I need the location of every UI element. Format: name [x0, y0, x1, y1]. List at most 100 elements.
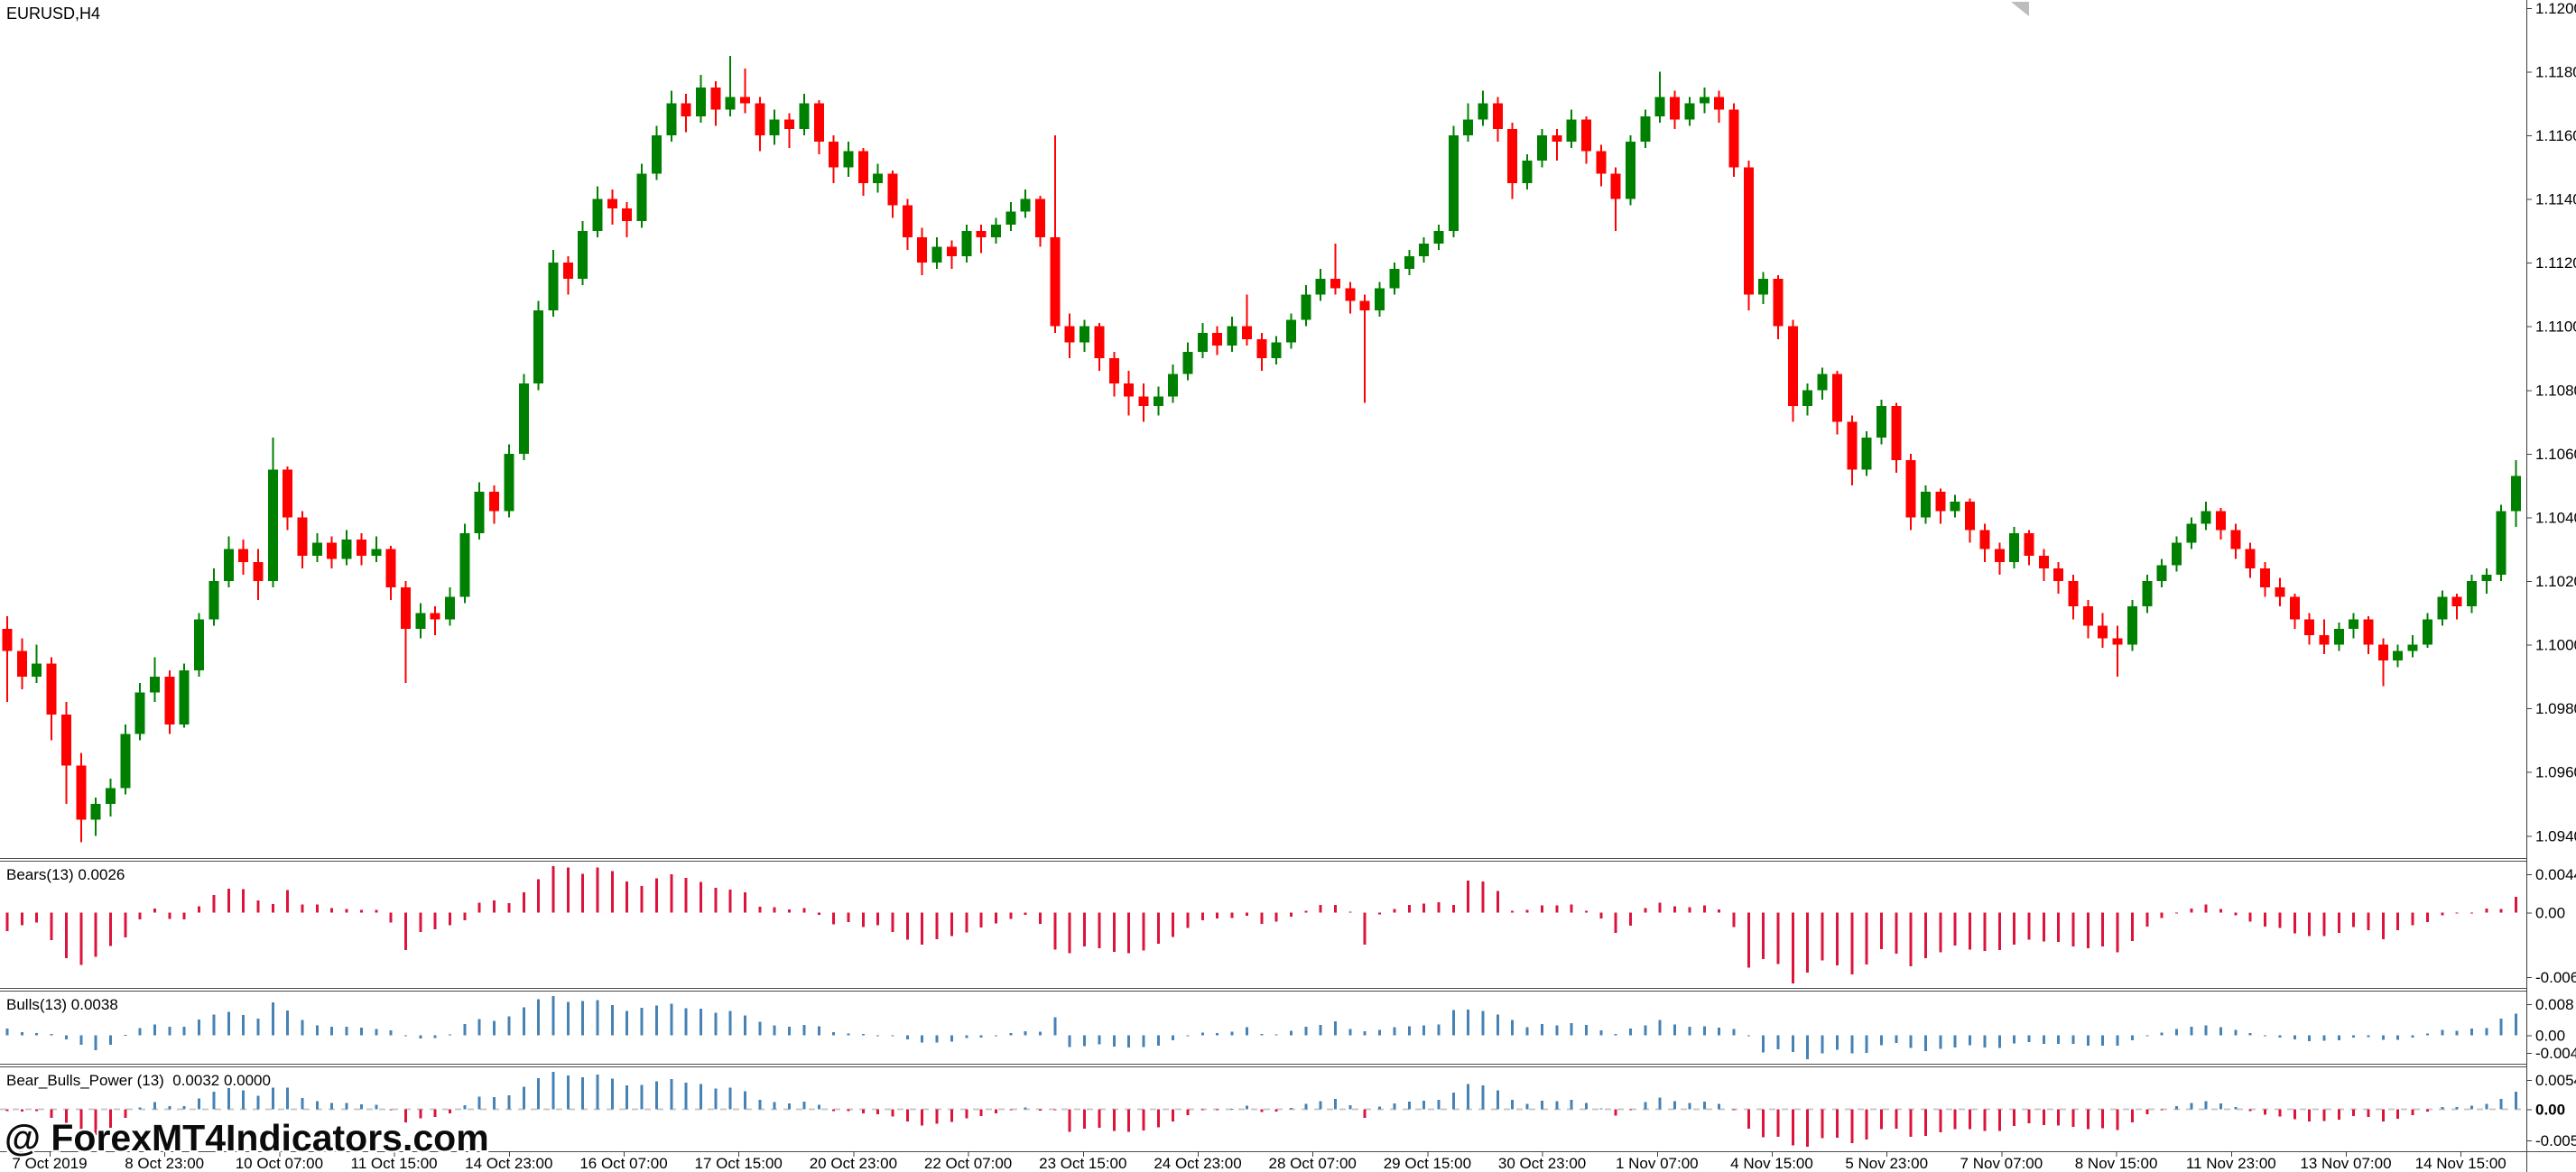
- bull-candle: [1080, 326, 1090, 343]
- time-tick-label: 16 Oct 07:00: [579, 1155, 667, 1172]
- histogram-bar: [1732, 1029, 1736, 1036]
- histogram-bar: [64, 1035, 68, 1040]
- bull-candle: [725, 97, 736, 110]
- histogram-bar: [1053, 1109, 1057, 1111]
- histogram-bar: [286, 890, 290, 913]
- histogram-bar: [256, 1095, 260, 1110]
- histogram-bar: [994, 1109, 997, 1114]
- histogram-bar: [1570, 1100, 1573, 1110]
- histogram-bar: [758, 1099, 762, 1110]
- histogram-bar: [1393, 909, 1396, 913]
- indicator-tick-label: 0.00: [2535, 905, 2565, 922]
- histogram-bar: [2174, 912, 2178, 914]
- histogram-bar: [1673, 1101, 1677, 1110]
- bull-candle: [873, 173, 884, 183]
- histogram-bar: [1776, 912, 1780, 964]
- histogram-bar: [950, 912, 953, 937]
- bull-candle: [2422, 619, 2432, 645]
- histogram-bar: [242, 889, 246, 913]
- histogram-bar: [670, 1003, 673, 1036]
- histogram-bar: [1895, 1035, 1898, 1043]
- candle-wick: [2485, 568, 2488, 595]
- histogram-bar: [1172, 912, 1175, 937]
- bear-candle: [1610, 173, 1621, 199]
- time-tick-label: 28 Oct 07:00: [1269, 1155, 1357, 1172]
- time-tick-label: 17 Oct 15:00: [695, 1155, 783, 1172]
- histogram-bar: [1969, 1109, 1972, 1130]
- histogram-bar: [1200, 1109, 1204, 1111]
- histogram-bar: [359, 1103, 363, 1110]
- histogram-bar: [654, 1005, 658, 1036]
- bull-candle: [1197, 332, 1208, 352]
- histogram-bar: [832, 1109, 836, 1112]
- candle-wick: [788, 113, 791, 149]
- histogram-bar: [2367, 1109, 2370, 1117]
- histogram-bar: [1658, 1020, 1662, 1036]
- time-tick-label: 13 Nov 07:00: [2300, 1155, 2391, 1172]
- histogram-bar: [79, 1035, 83, 1046]
- bull-candle: [1654, 97, 1665, 116]
- bear-candle: [327, 542, 338, 559]
- time-tick-label: 30 Oct 23:00: [1498, 1155, 1586, 1172]
- bull-candle: [2009, 533, 2020, 562]
- histogram-bar: [168, 1026, 171, 1036]
- histogram-bar: [1098, 1109, 1101, 1129]
- histogram-bar: [1437, 1024, 1441, 1036]
- histogram-bar: [2101, 912, 2105, 947]
- histogram-bar: [1142, 912, 1145, 951]
- histogram-bar: [817, 1026, 820, 1036]
- bull-candle: [1758, 278, 1769, 295]
- histogram-bar: [2396, 912, 2400, 931]
- histogram-bar: [2057, 1035, 2061, 1045]
- histogram-bar: [168, 912, 171, 919]
- histogram-bar: [2381, 1109, 2385, 1122]
- histogram-bar: [625, 1011, 629, 1036]
- histogram-bar: [861, 1109, 865, 1114]
- histogram-bar: [2145, 1035, 2149, 1037]
- histogram-bar: [758, 1021, 762, 1036]
- histogram-bar: [581, 1076, 585, 1110]
- histogram-bar: [2027, 1035, 2031, 1043]
- histogram-bar: [2204, 904, 2208, 913]
- histogram-bar: [1762, 912, 1765, 960]
- chart-shift-marker-icon[interactable]: [2011, 2, 2029, 16]
- histogram-bar: [1658, 902, 1662, 913]
- bear-candle: [1831, 374, 1842, 422]
- histogram-bar: [1629, 912, 1632, 926]
- candle-wick: [729, 55, 732, 116]
- histogram-bar: [1481, 1084, 1485, 1110]
- histogram-bar: [921, 1035, 924, 1043]
- histogram-bar: [610, 871, 614, 913]
- histogram-bar: [20, 912, 23, 926]
- histogram-bar: [2441, 1029, 2444, 1036]
- histogram-bar: [1363, 1031, 1367, 1036]
- histogram-bar: [802, 908, 806, 913]
- bears-indicator-label: Bears(13) 0.0026: [6, 866, 125, 883]
- histogram-bar: [2499, 1019, 2503, 1036]
- histogram-bar: [2322, 1035, 2326, 1041]
- histogram-bar: [1953, 1109, 1957, 1130]
- bear-candle: [283, 469, 293, 518]
- histogram-bar: [1481, 1011, 1485, 1036]
- histogram-bar: [1791, 912, 1794, 983]
- histogram-bar: [2515, 896, 2517, 913]
- time-tick-label: 24 Oct 23:00: [1154, 1155, 1241, 1172]
- histogram-bar: [1702, 1026, 1706, 1036]
- histogram-bar: [2352, 912, 2356, 927]
- bull-candle: [533, 310, 544, 384]
- bear-candle: [385, 549, 396, 588]
- histogram-bar: [2145, 912, 2149, 927]
- histogram-bar: [315, 904, 319, 913]
- histogram-bar: [2027, 1109, 2031, 1124]
- histogram-bar: [1983, 1109, 1987, 1131]
- bear-candle: [1124, 383, 1135, 397]
- histogram-bar: [1688, 1103, 1691, 1110]
- histogram-bar: [699, 1008, 702, 1036]
- histogram-bar: [153, 908, 156, 913]
- time-tick-label: 8 Nov 15:00: [2075, 1155, 2158, 1172]
- histogram-bar: [566, 1001, 570, 1036]
- histogram-bar: [2381, 912, 2385, 939]
- bear-candle: [356, 540, 366, 556]
- histogram-bar: [2411, 1035, 2414, 1038]
